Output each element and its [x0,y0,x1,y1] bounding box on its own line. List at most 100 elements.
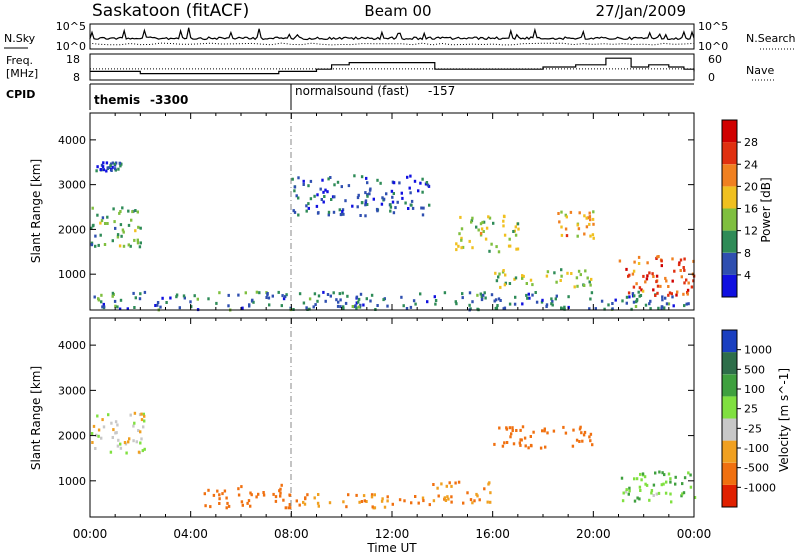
power-cell [357,297,361,301]
velocity-cell [447,497,450,501]
power-cell [111,239,114,243]
power-cell [551,303,554,307]
freq-step-trace [90,57,695,75]
power-cell [359,303,362,307]
power-cell [652,288,655,292]
power-cell [611,307,614,311]
power-cell [126,307,129,311]
power-cell [433,295,436,299]
velocity-cell [313,496,316,500]
freq-label-line2: [MHz] [6,67,38,80]
velocity-cell [515,429,518,432]
power-cell [389,209,392,213]
velocity-cell [360,500,364,503]
velocity-colorbar-cell [722,462,737,485]
velocity-cell [639,489,642,492]
power-cell [577,269,581,273]
power-cell [635,300,638,304]
power-cell [109,164,112,168]
velocity-cell [552,429,556,433]
power-cell [566,271,569,275]
power-cell [527,292,530,296]
power-cell [492,221,495,225]
velocity-cell [622,491,625,495]
velocity-cell [347,493,350,497]
power-cell [366,181,369,185]
power-cell [455,248,458,252]
power-cell [297,196,300,200]
power-cell [284,295,287,299]
power-cell [362,303,365,307]
noise-search-trace [89,42,695,46]
power-cell [119,210,122,213]
power-colorbar-cell [722,208,737,231]
velocity-cell [636,496,639,500]
velocity-x-tick-marks [89,318,695,517]
power-cell [382,197,386,201]
velocity-cell [133,421,136,425]
velocity-cell [386,499,389,503]
power-cell [313,194,316,198]
velocity-cell [510,432,513,436]
power-cell [366,194,369,198]
velocity-cell [95,433,98,437]
velocity-cell [448,481,451,485]
power-cell [460,227,464,231]
power-cell [372,197,375,201]
power-cell [161,296,164,300]
velocity-cell [373,506,377,510]
freq-tick-top: 18 [66,53,80,66]
power-cell [585,225,589,229]
velocity-colorbar-ticks: 1000 500 100 25 -25 -100 -500 -1000 [737,344,776,494]
power-cell [468,303,471,307]
power-cell [102,305,106,309]
power-cell [502,219,505,223]
noise-panel: N.Sky 10^5 10^0 N.Search 10^5 10^0 [4,20,796,53]
power-cell [400,295,403,299]
power-cell [679,269,682,272]
power-cell [360,201,364,205]
power-cell [309,179,313,183]
power-cell [111,165,114,169]
beam-title: Beam 00 [364,2,431,20]
velocity-cell [539,446,543,450]
power-cell [656,291,659,295]
power-cell [327,210,331,214]
power-cell [127,209,130,213]
power-cell [455,242,458,246]
velocity-cell [589,432,593,436]
power-cell [121,206,124,210]
velocity-cell [218,497,221,501]
power-cell [389,205,393,209]
power-cell [339,298,342,302]
power-cell [531,283,534,287]
power-cell [656,284,660,288]
power-cell [178,306,181,310]
velocity-cell [383,505,387,509]
velocity-cell [362,494,366,498]
power-cell [407,207,410,210]
velocity-colorbar-cell [722,352,737,375]
power-colorbar-cell [722,252,737,275]
velocity-cell [471,501,474,505]
power-cell [588,307,591,311]
velocity-cell [572,428,575,432]
power-cell [412,299,416,303]
power-cell [406,175,409,179]
power-cell [364,199,368,203]
velocity-cell [519,443,522,447]
velocity-cell [316,501,320,505]
power-cell [408,186,411,190]
velocity-cell [454,481,457,485]
power-cell [364,203,367,207]
velocity-cell [257,492,260,496]
nave-tick-top: 60 [708,53,722,66]
power-cell [392,181,396,185]
power-cell [503,306,507,310]
power-cell [351,204,354,208]
power-cell [479,231,483,235]
power-cell [657,306,660,310]
power-cell [554,297,557,301]
power-cell [683,281,686,285]
velocity-cell [365,500,368,503]
